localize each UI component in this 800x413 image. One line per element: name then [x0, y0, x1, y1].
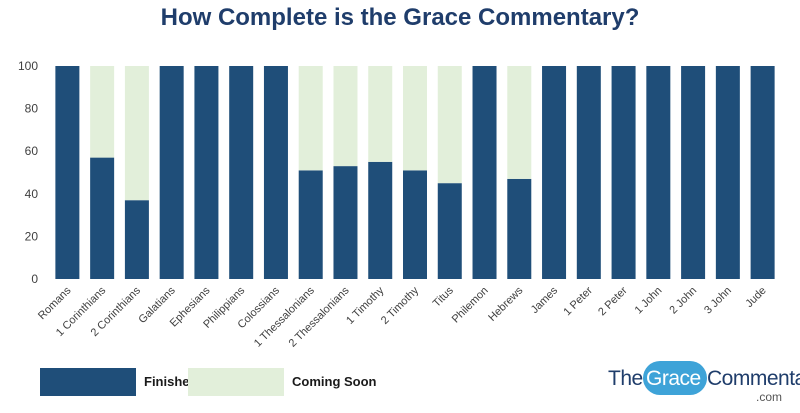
bar-romans-finished — [55, 66, 80, 279]
bar-2-thessalonians-finished — [333, 166, 358, 279]
bar-galatians-finished — [159, 66, 184, 279]
y-tick-label-0: 0 — [31, 272, 38, 286]
y-axis: 0 20 40 60 80 100 — [18, 59, 38, 286]
bar-1-corinthians-finished — [90, 157, 115, 279]
bar-philemon-finished — [472, 66, 497, 279]
bar-3-john-finished — [715, 66, 740, 279]
bar-2-timothy-finished — [403, 170, 427, 279]
x-tick-label-1-john: 1 John — [633, 285, 665, 317]
grace-commentary-logo: The Grace Commentary .com — [608, 361, 800, 405]
bar-hebrews-coming-soon — [507, 66, 532, 179]
x-tick-label-2-thessalonians: 2 Thessalonians — [287, 284, 352, 349]
bar-james-finished — [542, 66, 567, 279]
x-tick-label-james: James — [529, 284, 561, 316]
bar-2-corinthians-finished — [124, 200, 149, 279]
legend-label-finished: Finished — [144, 374, 198, 389]
y-tick-label-40: 40 — [25, 187, 39, 201]
chart-title: How Complete is the Grace Commentary? — [160, 4, 640, 31]
bar-2-timothy-coming-soon — [403, 66, 427, 171]
y-tick-label-100: 100 — [18, 59, 38, 73]
bar-2-thessalonians-coming-soon — [333, 66, 358, 167]
bar-1-thessalonians-finished — [298, 170, 323, 279]
bar-2-corinthians-coming-soon — [124, 66, 149, 201]
legend-swatch-finished — [40, 368, 136, 396]
bar-titus-finished — [437, 183, 462, 279]
logo-bubble — [643, 361, 707, 395]
x-tick-label-hebrews: Hebrews — [486, 284, 526, 324]
x-tick-label-jude: Jude — [743, 285, 768, 310]
x-tick-label-philemon: Philemon — [450, 285, 491, 326]
legend-label-coming-soon: Coming Soon — [292, 374, 377, 389]
y-tick-label-60: 60 — [25, 144, 39, 158]
bar-titus-coming-soon — [437, 66, 462, 184]
logo-text-the: The — [608, 367, 643, 390]
x-tick-label-2-peter: 2 Peter — [596, 284, 630, 318]
bar-colossians-finished — [263, 66, 288, 279]
y-tick-label-80: 80 — [25, 102, 39, 116]
y-tick-label-20: 20 — [25, 229, 39, 243]
bar-1-peter-finished — [576, 66, 601, 279]
bar-philippians-finished — [229, 66, 254, 279]
x-tick-label-1-peter: 1 Peter — [561, 284, 595, 318]
x-tick-label-1-thessalonians: 1 Thessalonians — [252, 284, 317, 349]
x-tick-label-2-john: 2 John — [667, 285, 699, 317]
bar-hebrews-finished — [507, 178, 532, 279]
legend-swatch-coming-soon — [188, 368, 284, 396]
x-tick-label-2-timothy: 2 Timothy — [379, 284, 422, 327]
bar-jude-finished — [750, 66, 775, 279]
bar-1-corinthians-coming-soon — [90, 66, 115, 158]
bar-1-thessalonians-coming-soon — [298, 66, 323, 171]
logo-text-grace: Grace — [646, 367, 701, 390]
logo-text-commentary: Commentary — [707, 367, 800, 390]
bar-1-timothy-finished — [368, 161, 393, 279]
x-tick-label-3-john: 3 John — [702, 285, 734, 317]
x-tick-label-titus: Titus — [431, 284, 456, 309]
bar-2-peter-finished — [611, 66, 636, 279]
bar-1-john-finished — [646, 66, 671, 279]
bar-ephesians-finished — [194, 66, 219, 279]
bar-1-timothy-coming-soon — [368, 66, 393, 162]
bars — [55, 66, 775, 279]
bar-2-john-finished — [681, 66, 706, 279]
logo-text-dotcom: .com — [756, 390, 783, 404]
